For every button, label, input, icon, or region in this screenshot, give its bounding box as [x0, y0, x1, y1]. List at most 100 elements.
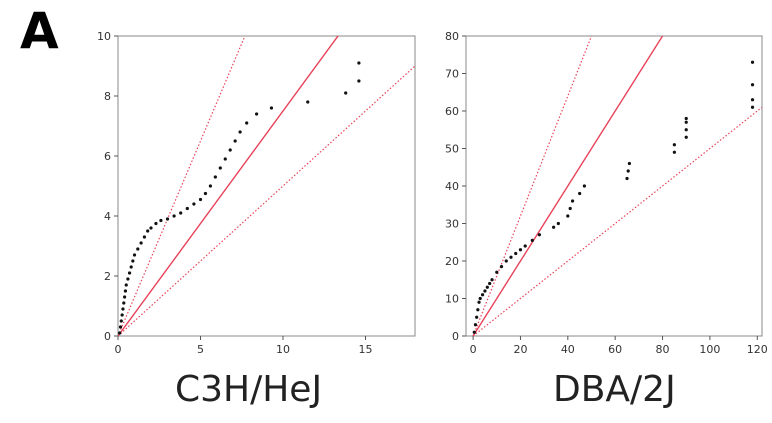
chart2-ytick-label: 40: [445, 180, 459, 193]
chart2-point: [488, 281, 492, 286]
chart2-point: [483, 289, 487, 293]
chart1-point: [357, 79, 361, 83]
chart2-point: [518, 248, 523, 252]
chart2-ref-line-dotted: [472, 106, 762, 336]
chart2-point: [478, 296, 482, 301]
chart1-point: [132, 253, 137, 257]
chart2-point: [627, 161, 631, 166]
chart2-ytick-label: 80: [445, 30, 459, 43]
panel-letter: A: [20, 2, 59, 60]
chart1-ytick-label: 10: [97, 30, 111, 43]
chart1-point: [179, 211, 183, 215]
chart2-point: [750, 105, 755, 109]
chart1-point: [154, 221, 158, 226]
chart1-point: [118, 325, 123, 329]
chart1-point: [118, 331, 122, 335]
chart2-point: [499, 265, 504, 269]
chart2-point: [472, 330, 476, 334]
chart2-point: [684, 128, 688, 132]
chart1-point: [185, 206, 189, 211]
chart2-point: [556, 221, 560, 226]
chart2-point: [750, 83, 755, 87]
chart1-xtick-label: 0: [115, 343, 122, 356]
chart2-ytick-label: 30: [445, 218, 459, 231]
chart1-point: [208, 184, 212, 188]
chart2-xtick-label: 60: [608, 343, 622, 356]
chart2-point: [566, 214, 570, 218]
chart2-xtick-label: 100: [699, 343, 720, 356]
chart2-point: [672, 150, 676, 154]
chart1-ytick-label: 0: [104, 330, 111, 343]
chart2-point: [750, 98, 755, 102]
chart2-point: [537, 233, 542, 237]
chart1-ref-line-dotted: [118, 65, 415, 336]
chart1-point: [124, 283, 128, 287]
chart2-point: [578, 191, 582, 196]
chart2-point: [495, 270, 499, 274]
chart2-ref-line-dotted: [472, 36, 593, 336]
chart1-point: [129, 265, 133, 269]
chart1-point: [123, 289, 128, 293]
chart1-point: [306, 100, 310, 104]
chart1-point: [131, 259, 135, 263]
chart1-xtick-label: 5: [197, 343, 204, 356]
chart2-point: [477, 300, 481, 304]
chart1-point: [255, 112, 259, 116]
chart1-point: [142, 235, 146, 239]
chart2-point: [509, 255, 513, 259]
chart1-xtick-label: 15: [359, 343, 373, 356]
chart2-point: [568, 206, 572, 211]
caption-c3h: C3H/HeJ: [175, 369, 323, 410]
chart2-ytick-label: 50: [445, 143, 459, 156]
chart1-ytick-label: 4: [104, 210, 111, 223]
chart1-point: [344, 91, 348, 95]
chart2-ytick-label: 20: [445, 255, 459, 268]
chart1-point: [192, 202, 196, 206]
chart1-point: [238, 130, 242, 134]
chart2-point: [485, 285, 489, 289]
chart2-point: [552, 225, 556, 229]
chart1-point: [245, 121, 249, 125]
chart1-point: [228, 148, 232, 152]
chart1-point: [233, 139, 237, 143]
chart1-point: [159, 218, 163, 223]
chart2-point: [530, 238, 534, 242]
chart1-point: [123, 295, 127, 299]
chart1-point: [269, 106, 274, 110]
chart2-point: [490, 278, 494, 282]
chart2-xtick-label: 120: [747, 343, 768, 356]
caption-dba: DBA/2J: [553, 369, 676, 410]
chart2-frame: [465, 35, 763, 337]
chart2-point: [684, 120, 688, 124]
chart1-point: [165, 217, 170, 221]
chart2-point: [480, 293, 485, 297]
chart1-point: [127, 271, 132, 275]
chart1-point: [121, 307, 125, 311]
chart1-ytick-label: 8: [104, 90, 111, 103]
chart1-point: [172, 214, 176, 218]
chart2-point: [684, 116, 688, 121]
chart2-point: [750, 60, 755, 64]
chart2-xtick-label: 0: [470, 343, 477, 356]
chart2-xtick-label: 80: [656, 343, 670, 356]
chart2-point: [626, 169, 630, 173]
chart2-ytick-label: 0: [452, 330, 459, 343]
chart1-point: [198, 197, 203, 202]
chart1-point: [357, 61, 361, 65]
chart2-point: [582, 184, 587, 188]
chart1-ref-line-dotted: [118, 36, 246, 336]
chart2-ytick-label: 70: [445, 68, 459, 81]
chart2-point: [684, 135, 688, 139]
chart2-point: [475, 315, 479, 319]
chart1-ytick-label: 6: [104, 150, 111, 163]
chart1-point: [223, 157, 227, 161]
chart1-ytick-label: 2: [104, 270, 111, 283]
chart1-point: [146, 229, 150, 233]
chart1-point: [139, 241, 143, 245]
chart1-point: [120, 313, 124, 317]
chart2-point: [672, 143, 676, 147]
chart2-point: [476, 308, 480, 312]
chart2-xtick-label: 20: [513, 343, 527, 356]
chart1-point: [149, 226, 153, 230]
chart2-ytick-label: 10: [445, 293, 459, 306]
